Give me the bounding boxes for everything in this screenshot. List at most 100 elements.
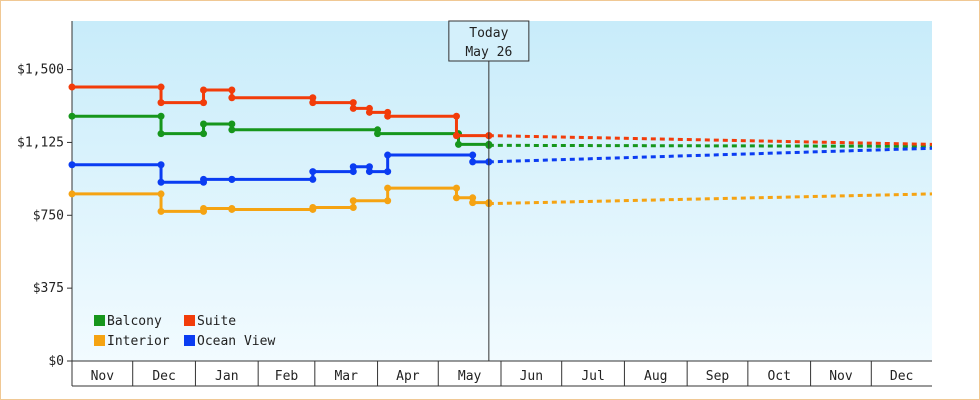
data-point — [228, 120, 236, 128]
x-tick-label: Mar — [334, 369, 358, 384]
x-tick-label: Feb — [275, 369, 299, 384]
x-tick-label: Jan — [215, 369, 238, 384]
today-label: Today — [469, 26, 508, 41]
data-point — [349, 104, 357, 112]
data-point — [349, 168, 357, 176]
today-box — [448, 20, 530, 62]
x-tick-label: Jun — [520, 369, 543, 384]
data-point — [309, 175, 317, 183]
today-date: May 26 — [465, 45, 512, 60]
y-tick-label: $1,500 — [17, 63, 64, 78]
y-tick-label: $375 — [33, 281, 64, 296]
data-point — [309, 99, 317, 107]
data-point — [309, 94, 317, 102]
data-point — [200, 99, 208, 107]
data-point — [365, 108, 373, 116]
data-point — [157, 178, 165, 186]
today-marker: Today May 26 — [448, 20, 530, 361]
data-point — [157, 130, 165, 138]
series-layer — [68, 83, 933, 215]
data-point — [200, 204, 208, 212]
data-point — [228, 94, 236, 102]
data-point — [384, 112, 392, 120]
x-tick-label: Sep — [706, 369, 730, 384]
data-point — [384, 184, 392, 192]
data-point — [157, 112, 165, 120]
y-tick-label: $750 — [33, 208, 64, 223]
series-suite — [68, 83, 933, 146]
legend-item: Ocean View — [184, 334, 275, 349]
data-point — [68, 161, 76, 169]
legend-swatch — [184, 315, 195, 326]
legend-label: Suite — [197, 314, 236, 329]
data-point — [469, 194, 477, 202]
data-point — [469, 151, 477, 159]
x-tick-label: Apr — [396, 369, 420, 384]
data-point — [349, 204, 357, 212]
legend-swatch — [94, 335, 105, 346]
data-point — [452, 132, 460, 140]
legend-swatch — [184, 335, 195, 346]
forecast-line — [488, 146, 933, 164]
data-point — [228, 205, 236, 213]
forecast-line — [488, 143, 933, 148]
data-point — [68, 190, 76, 198]
data-point — [454, 140, 462, 148]
data-point — [365, 168, 373, 176]
legend-label: Ocean View — [197, 334, 275, 349]
series-interior — [68, 184, 933, 215]
legend-label: Balcony — [107, 314, 162, 329]
data-point — [452, 194, 460, 202]
data-point — [228, 86, 236, 94]
legend-item: Interior — [94, 334, 170, 349]
x-tick-label: Dec — [890, 369, 913, 384]
data-point — [228, 175, 236, 183]
x-tick-label: Nov — [91, 369, 115, 384]
data-point — [68, 112, 76, 120]
data-point — [384, 168, 392, 176]
data-point — [309, 204, 317, 212]
x-tick-label: Nov — [829, 369, 853, 384]
legend-item: Suite — [184, 314, 236, 329]
data-point — [365, 163, 373, 171]
data-point — [452, 112, 460, 120]
y-tick-label: $0 — [48, 354, 64, 369]
data-point — [200, 175, 208, 183]
x-tick-label: May — [458, 369, 482, 384]
data-point — [200, 120, 208, 128]
x-tick-label: Aug — [644, 369, 667, 384]
data-point — [157, 161, 165, 169]
data-point — [157, 99, 165, 107]
legend-item: Balcony — [94, 314, 162, 329]
data-point — [309, 168, 317, 176]
data-point — [157, 190, 165, 198]
data-point — [469, 199, 477, 207]
data-point — [384, 197, 392, 205]
x-tick-label: Jul — [581, 369, 604, 384]
forecast-line — [488, 134, 933, 146]
data-point — [157, 83, 165, 91]
legend-label: Interior — [107, 334, 170, 349]
axes: $0 $375 $750 $1,125 $1,500 Nov Dec Jan Feb Mar Apr… — [17, 21, 932, 387]
series-ocean-view — [68, 146, 933, 186]
data-point — [200, 130, 208, 138]
data-point — [349, 163, 357, 171]
data-point — [384, 151, 392, 159]
data-point — [452, 184, 460, 192]
x-tick-label: Dec — [152, 369, 175, 384]
data-point — [157, 207, 165, 215]
data-point — [228, 126, 236, 134]
plot-area — [72, 21, 932, 361]
legend-swatch — [94, 315, 105, 326]
data-point — [349, 197, 357, 205]
forecast-line — [488, 192, 933, 206]
data-point — [68, 83, 76, 91]
data-point — [200, 86, 208, 94]
series-line — [72, 85, 489, 138]
data-point — [374, 130, 382, 138]
legend: Balcony Suite Interior Ocean View — [94, 314, 275, 349]
data-point — [469, 158, 477, 166]
data-point — [349, 99, 357, 107]
